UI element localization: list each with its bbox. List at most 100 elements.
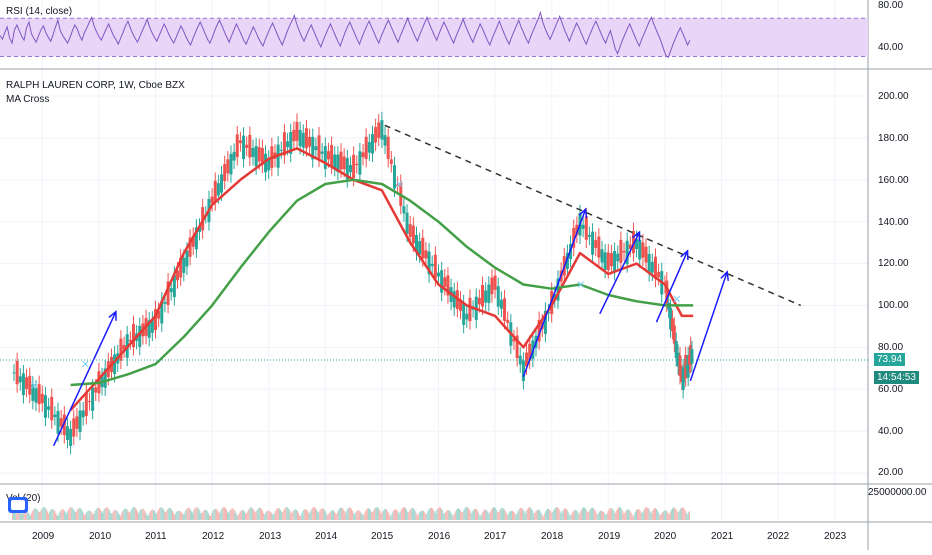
volume-bar — [356, 510, 358, 520]
volume-bar — [330, 510, 332, 520]
candle-body — [525, 352, 529, 367]
arrow-head-2 — [578, 207, 588, 219]
volume-bar — [669, 511, 671, 520]
volume-tick: 25000000.00 — [868, 487, 927, 498]
volume-bar — [503, 508, 505, 520]
candle-body — [65, 426, 69, 440]
volume-bar — [153, 510, 155, 520]
volume-bar — [630, 512, 632, 520]
candle-body — [53, 414, 57, 418]
volume-bar — [117, 513, 119, 520]
volume-bar — [310, 509, 312, 520]
volume-bar — [663, 510, 665, 520]
volume-bar — [476, 509, 478, 520]
volume-bar — [465, 507, 467, 520]
volume-bar — [447, 509, 449, 520]
volume-bar — [174, 514, 176, 520]
candle-body — [257, 147, 261, 162]
volume-bar — [550, 510, 552, 520]
volume-bar — [309, 511, 311, 520]
candle-body — [260, 147, 264, 165]
volume-bar — [621, 508, 623, 520]
candle-body — [352, 154, 356, 178]
volume-bar — [395, 509, 397, 520]
volume-bar — [427, 511, 429, 520]
candle-body — [235, 134, 239, 158]
candle-body — [154, 309, 157, 331]
volume-bar — [205, 509, 207, 520]
candle-body — [308, 137, 312, 147]
volume-bar — [164, 512, 166, 520]
volume-bar — [624, 512, 626, 520]
candle-body — [264, 153, 268, 173]
volume-bar — [184, 511, 186, 520]
candle-body — [512, 338, 516, 342]
volume-bar — [661, 513, 663, 520]
volume-bar — [381, 512, 383, 520]
volume-bar — [673, 507, 675, 520]
volume-bar — [34, 508, 36, 520]
candle-body — [468, 297, 472, 322]
volume-bar — [623, 512, 625, 520]
volume-bar — [139, 511, 141, 520]
volume-bar — [609, 508, 611, 520]
volume-bar — [487, 512, 489, 520]
volume-bar — [615, 510, 617, 520]
volume-bar — [332, 510, 334, 520]
volume-bar — [323, 509, 325, 520]
volume-bar — [118, 514, 120, 520]
volume-bar — [90, 511, 92, 520]
volume-bar — [287, 507, 289, 520]
volume-bar — [56, 515, 58, 520]
volume-bar — [513, 511, 515, 520]
candle-body — [650, 261, 654, 273]
volume-bar — [246, 513, 248, 520]
volume-bar — [260, 508, 262, 520]
volume-bar — [120, 515, 122, 520]
volume-bar — [536, 510, 538, 520]
candle-body — [298, 129, 302, 147]
candle-body — [619, 239, 623, 263]
volume-bar — [229, 510, 231, 520]
volume-bar — [193, 510, 195, 520]
volume-bar — [98, 508, 100, 520]
volume-bar — [258, 507, 260, 520]
price-tick-80: 80.00 — [878, 342, 904, 353]
volume-bar — [228, 512, 230, 520]
tradingview-logo[interactable] — [8, 497, 28, 513]
ma-cross-marker: ✕ — [30, 380, 39, 392]
candle-body — [402, 206, 406, 214]
volume-bar — [581, 508, 583, 520]
candle-body — [603, 252, 607, 270]
candle-body — [462, 303, 466, 325]
volume-bar — [553, 509, 555, 520]
volume-bar — [316, 509, 318, 520]
volume-bar — [30, 515, 32, 520]
volume-bar — [111, 513, 113, 520]
volume-bar — [683, 508, 685, 520]
candle-body — [405, 212, 409, 234]
candle-body — [672, 325, 676, 344]
volume-bar — [270, 512, 272, 520]
volume-bar — [93, 513, 95, 520]
time-label-2019: 2019 — [598, 531, 621, 542]
volume-bar — [544, 511, 546, 520]
volume-bar — [371, 511, 373, 520]
volume-bar — [420, 510, 422, 520]
volume-bar — [499, 510, 501, 520]
volume-bar — [160, 507, 162, 520]
price-tick-100: 100.00 — [878, 300, 909, 311]
last-price-badge: 73.94 — [874, 353, 906, 366]
volume-bar — [432, 509, 434, 520]
volume-bar — [142, 508, 144, 520]
candle-body — [267, 158, 271, 171]
volume-bar — [305, 509, 307, 520]
volume-bar — [274, 511, 276, 520]
volume-bar — [437, 507, 439, 520]
volume-bar — [48, 513, 50, 520]
volume-bar — [387, 510, 389, 520]
volume-bar — [266, 511, 268, 520]
volume-bar — [110, 513, 112, 520]
volume-bar — [301, 513, 303, 520]
